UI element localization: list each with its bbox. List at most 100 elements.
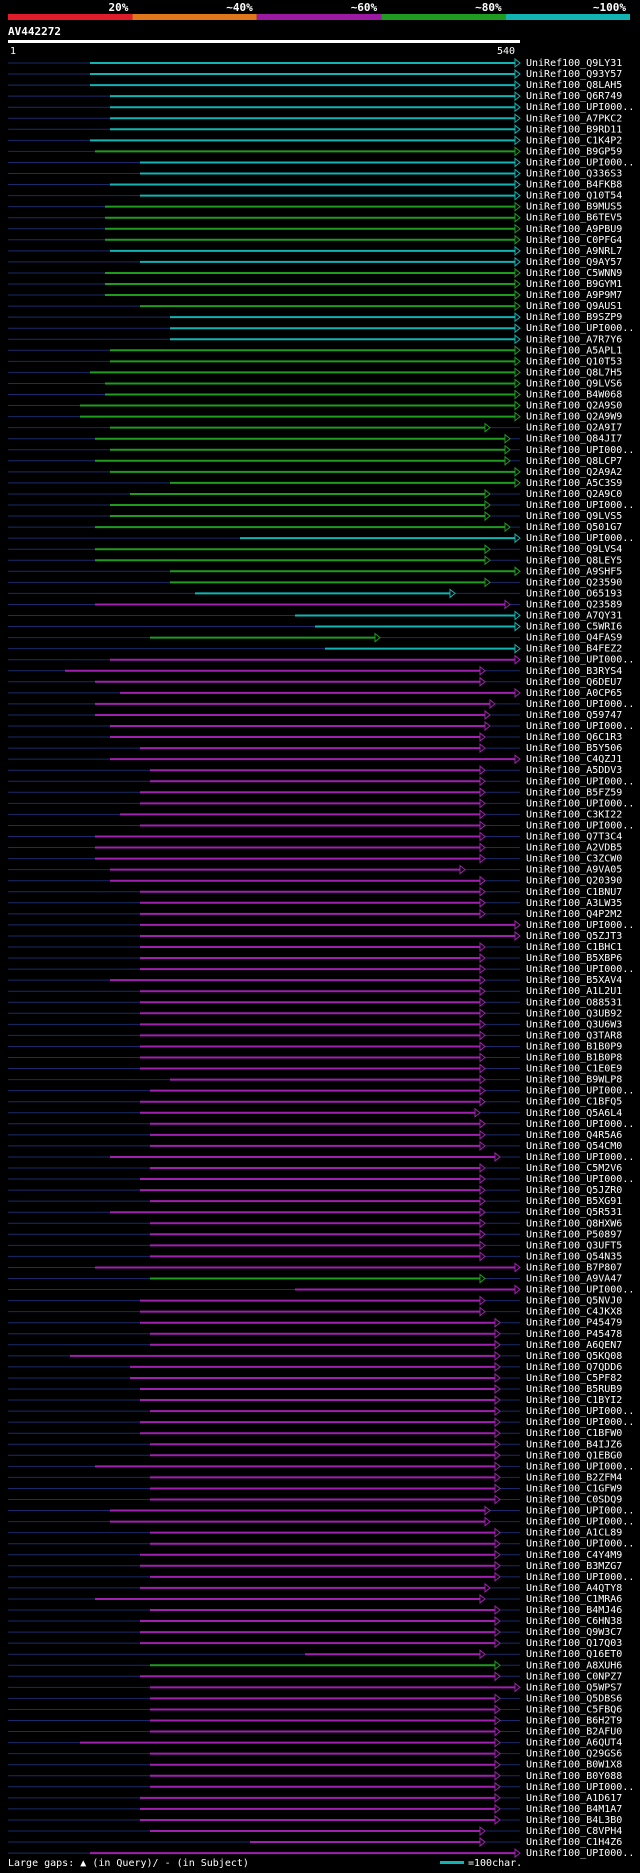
hit-label[interactable]: UniRef100_Q54CM0 — [526, 1141, 622, 1152]
hit-row[interactable]: UniRef100_Q7QDD6 — [8, 1361, 622, 1373]
hit-row[interactable]: UniRef100_Q3UB92 — [8, 1008, 622, 1019]
hit-label[interactable]: UniRef100_Q6C1R3 — [526, 732, 622, 743]
hit-row[interactable]: UniRef100_Q9W3C7 — [8, 1627, 622, 1638]
hit-row[interactable]: UniRef100_Q4R5A6 — [8, 1129, 622, 1141]
hit-label[interactable]: UniRef100_Q4P2M2 — [526, 909, 622, 920]
hit-row[interactable]: UniRef100_Q54CM0 — [8, 1140, 622, 1152]
hit-label[interactable]: UniRef100_UPI000.. — [526, 920, 634, 931]
hit-row[interactable]: UniRef100_Q8HXW6 — [8, 1218, 622, 1229]
hit-label[interactable]: UniRef100_UPI000.. — [526, 655, 634, 666]
hit-row[interactable]: UniRef100_Q9LY31 — [8, 57, 622, 69]
hit-row[interactable]: UniRef100_B9GP59 — [8, 146, 622, 157]
hit-label[interactable]: UniRef100_Q9LVS6 — [526, 378, 622, 389]
hit-row[interactable]: UniRef100_UPI000.. — [8, 102, 634, 113]
hit-row[interactable]: UniRef100_B5XAV4 — [8, 975, 622, 986]
hit-label[interactable]: UniRef100_UPI000.. — [526, 820, 634, 831]
hit-label[interactable]: UniRef100_B4L3B0 — [526, 1815, 622, 1826]
hit-row[interactable]: UniRef100_Q9LVS6 — [8, 378, 622, 389]
hit-row[interactable]: UniRef100_B4W068 — [8, 389, 622, 401]
hit-row[interactable]: UniRef100_Q16ET0 — [8, 1649, 622, 1660]
hit-row[interactable]: UniRef100_UPI000.. — [8, 1781, 634, 1793]
hit-label[interactable]: UniRef100_P50897 — [526, 1229, 622, 1240]
hit-row[interactable]: UniRef100_C1BNU7 — [8, 886, 622, 898]
hit-label[interactable]: UniRef100_Q1EBG0 — [526, 1450, 622, 1461]
hit-label[interactable]: UniRef100_P45478 — [526, 1329, 622, 1340]
hit-row[interactable]: UniRef100_P50897 — [8, 1229, 622, 1240]
hit-row[interactable]: UniRef100_A9P9M7 — [8, 290, 622, 301]
hit-label[interactable]: UniRef100_Q5KQ08 — [526, 1351, 622, 1362]
hit-label[interactable]: UniRef100_UPI000.. — [526, 699, 634, 710]
hit-label[interactable]: UniRef100_UPI000.. — [526, 500, 634, 511]
hit-row[interactable]: UniRef100_UPI000.. — [8, 919, 634, 931]
hit-row[interactable]: UniRef100_A6QUT4 — [8, 1737, 622, 1749]
hit-row[interactable]: UniRef100_C5WNN9 — [8, 267, 622, 279]
hit-label[interactable]: UniRef100_UPI000.. — [526, 1417, 634, 1428]
hit-label[interactable]: UniRef100_B9GYM1 — [526, 279, 622, 290]
hit-row[interactable]: UniRef100_B5XBP6 — [8, 953, 622, 964]
hit-label[interactable]: UniRef100_A5DDV3 — [526, 765, 622, 776]
hit-row[interactable]: UniRef100_UPI000.. — [8, 1085, 634, 1097]
hit-label[interactable]: UniRef100_C4Y4M9 — [526, 1550, 622, 1561]
hit-label[interactable]: UniRef100_C5FBQ6 — [526, 1704, 622, 1715]
hit-label[interactable]: UniRef100_UPI000.. — [526, 1461, 634, 1472]
hit-label[interactable]: UniRef100_Q5R531 — [526, 1207, 622, 1218]
hit-row[interactable]: UniRef100_Q4P2M2 — [8, 908, 622, 920]
hit-label[interactable]: UniRef100_UPI000.. — [526, 1848, 634, 1859]
hit-label[interactable]: UniRef100_A1CL89 — [526, 1528, 622, 1539]
hit-row[interactable]: UniRef100_A1CL89 — [8, 1527, 622, 1539]
hit-row[interactable]: UniRef100_Q7T3C4 — [8, 831, 622, 843]
hit-label[interactable]: UniRef100_Q54N35 — [526, 1251, 622, 1262]
hit-label[interactable]: UniRef100_B5FZ59 — [526, 787, 622, 798]
hit-row[interactable]: UniRef100_Q8LAH5 — [8, 80, 622, 91]
hit-row[interactable]: UniRef100_Q10T53 — [8, 356, 622, 367]
hit-label[interactable]: UniRef100_Q10T54 — [526, 191, 622, 202]
hit-label[interactable]: UniRef100_A9SHF5 — [526, 566, 622, 577]
hit-row[interactable]: UniRef100_A9SHF5 — [8, 566, 622, 577]
hit-row[interactable]: UniRef100_A4QTY8 — [8, 1582, 622, 1594]
hit-row[interactable]: UniRef100_UPI000.. — [8, 776, 634, 787]
hit-row[interactable]: UniRef100_UPI000.. — [8, 1848, 634, 1859]
hit-row[interactable]: UniRef100_Q59747 — [8, 709, 622, 721]
hit-row[interactable]: UniRef100_A1D617 — [8, 1792, 622, 1804]
hit-label[interactable]: UniRef100_A5C3S9 — [526, 478, 622, 489]
hit-label[interactable]: UniRef100_Q3UB92 — [526, 1008, 622, 1019]
hit-row[interactable]: UniRef100_C6HN38 — [8, 1616, 622, 1627]
hit-row[interactable]: UniRef100_Q5ZJT3 — [8, 930, 622, 942]
hit-row[interactable]: UniRef100_A5DDV3 — [8, 765, 622, 776]
hit-row[interactable]: UniRef100_UPI000.. — [8, 654, 634, 666]
hit-label[interactable]: UniRef100_Q2A9A2 — [526, 467, 622, 478]
hit-label[interactable]: UniRef100_A1D617 — [526, 1793, 622, 1804]
hit-row[interactable]: UniRef100_Q9LVS5 — [8, 511, 622, 522]
hit-label[interactable]: UniRef100_C0NPZ7 — [526, 1671, 622, 1682]
hit-label[interactable]: UniRef100_Q9LVS4 — [526, 544, 622, 555]
hit-row[interactable]: UniRef100_C1K4P2 — [8, 135, 622, 146]
hit-label[interactable]: UniRef100_B9MUS5 — [526, 202, 622, 213]
hit-label[interactable]: UniRef100_Q23589 — [526, 599, 622, 610]
hit-row[interactable]: UniRef100_Q3UFT5 — [8, 1240, 622, 1251]
hit-label[interactable]: UniRef100_Q5DBS6 — [526, 1693, 622, 1704]
hit-row[interactable]: UniRef100_UPI000.. — [8, 1174, 634, 1185]
hit-row[interactable]: UniRef100_Q9LVS4 — [8, 544, 622, 555]
hit-row[interactable]: UniRef100_B3RYS4 — [8, 665, 622, 677]
hit-row[interactable]: UniRef100_Q5WPS7 — [8, 1682, 622, 1693]
hit-row[interactable]: UniRef100_Q5R531 — [8, 1207, 622, 1218]
hit-row[interactable]: UniRef100_B4FKB8 — [8, 179, 622, 191]
hit-row[interactable]: UniRef100_B7P807 — [8, 1262, 622, 1273]
hit-label[interactable]: UniRef100_C1BFQ5 — [526, 1097, 622, 1108]
hit-label[interactable]: UniRef100_A4QTY8 — [526, 1583, 622, 1594]
hit-row[interactable]: UniRef100_UPI000.. — [8, 323, 634, 334]
hit-label[interactable]: UniRef100_Q5JZR0 — [526, 1185, 622, 1196]
hit-row[interactable]: UniRef100_C1MRA6 — [8, 1593, 622, 1605]
hit-label[interactable]: UniRef100_Q9LY31 — [526, 58, 622, 69]
hit-label[interactable]: UniRef100_A7R7Y6 — [526, 334, 622, 345]
hit-label[interactable]: UniRef100_A0CP65 — [526, 688, 622, 699]
hit-row[interactable]: UniRef100_B4L3B0 — [8, 1814, 622, 1826]
hit-row[interactable]: UniRef100_C0NPZ7 — [8, 1671, 622, 1682]
hit-label[interactable]: UniRef100_B9SZP9 — [526, 312, 622, 323]
hit-label[interactable]: UniRef100_A5APL1 — [526, 345, 622, 356]
hit-row[interactable]: UniRef100_B5XG91 — [8, 1196, 622, 1207]
hit-row[interactable]: UniRef100_UPI000.. — [8, 1571, 634, 1583]
hit-row[interactable]: UniRef100_Q5JZR0 — [8, 1185, 622, 1196]
hit-row[interactable]: UniRef100_B9SZP9 — [8, 312, 622, 323]
hit-row[interactable]: UniRef100_C1BFW0 — [8, 1428, 622, 1439]
